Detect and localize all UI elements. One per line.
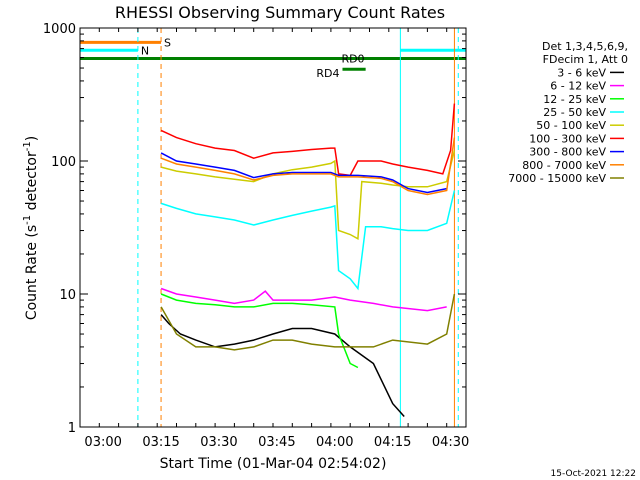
series-line-7	[160, 137, 456, 196]
flag-label-1: N	[141, 44, 149, 57]
legend-label-2: 12 - 25 keV	[543, 93, 606, 106]
y-axis-label-close: )	[24, 136, 40, 141]
series-line-4	[160, 150, 456, 241]
x-tick-label-0: 03:00	[84, 435, 121, 450]
x-tick-label-1: 03:15	[142, 435, 179, 450]
legend-label-5: 100 - 300 keV	[529, 132, 606, 145]
series-line-1	[160, 287, 447, 312]
series-line-6	[160, 152, 447, 194]
flag-label-0: S	[164, 36, 171, 49]
series-line-0	[160, 314, 405, 417]
x-tick-label-3: 03:45	[258, 435, 295, 450]
legend: Det 1,3,4,5,6,9,FDecim 1, Att 03 - 6 keV…	[508, 40, 628, 185]
x-tick-label-2: 03:30	[200, 435, 237, 450]
flag-label-3: RD0	[341, 52, 364, 65]
legend-label-8: 7000 - 15000 keV	[508, 172, 606, 185]
x-tick-label-5: 04:15	[374, 435, 411, 450]
legend-label-0: 3 - 6 keV	[557, 66, 606, 79]
legend-label-7: 800 - 7000 keV	[522, 159, 606, 172]
y-axis-label-sup1: -1	[22, 215, 33, 225]
vertical-lines	[137, 28, 459, 427]
y-axis-label-tail: detector	[24, 151, 40, 215]
x-tick-label-4: 04:00	[316, 435, 353, 450]
y-tick-label-0: 1	[68, 421, 76, 436]
legend-label-4: 50 - 100 keV	[536, 119, 606, 132]
y-tick-label-1: 10	[59, 288, 76, 303]
legend-header-0: Det 1,3,4,5,6,9,	[542, 40, 628, 53]
y-axis-label: Count Rate (s-1 detector-1)	[22, 136, 40, 320]
y-tick-label-3: 1000	[43, 22, 76, 37]
x-axis-ticks: 03:00 03:15 03:30 03:45 04:00 04:15 04:30	[79, 28, 469, 450]
y-tick-label-2: 100	[51, 155, 76, 170]
legend-header-1: FDecim 1, Att 0	[543, 53, 628, 66]
series-line-3	[160, 190, 456, 291]
footer-date: 15-Oct-2021 12:22	[551, 469, 636, 479]
x-tick-label-6: 04:30	[432, 435, 469, 450]
series-line-2	[160, 293, 359, 369]
y-axis-label-sup2: -1	[22, 141, 33, 151]
flag-label-4: RD4	[316, 67, 339, 80]
legend-label-1: 6 - 12 keV	[550, 80, 606, 93]
chart-title: RHESSI Observing Summary Count Rates	[115, 3, 445, 22]
series-lines	[160, 103, 456, 417]
y-axis-label-main: Count Rate (s	[24, 225, 40, 320]
y-axis-ticks: 1 10 100 1000	[43, 22, 466, 436]
series-line-8	[160, 293, 456, 351]
legend-label-3: 25 - 50 keV	[543, 106, 606, 119]
series-line-5	[160, 103, 456, 177]
legend-label-6: 300 - 800 keV	[529, 146, 606, 159]
x-axis-label: Start Time (01-Mar-04 02:54:02)	[160, 456, 387, 472]
